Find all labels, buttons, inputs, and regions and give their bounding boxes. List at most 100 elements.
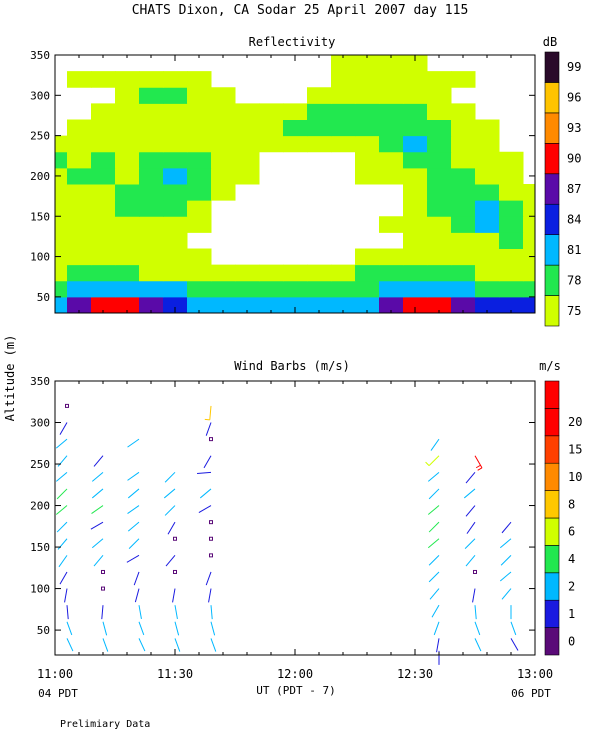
wind-colorbar-bin [544, 627, 560, 656]
reflectivity-cell [355, 119, 380, 137]
reflectivity-cell [187, 135, 212, 153]
wind-y-tick-label: 50 [37, 624, 50, 637]
reflectivity-cell [355, 55, 380, 72]
reflectivity-cell [163, 135, 188, 153]
reflectivity-cell [451, 200, 476, 217]
wind-barb [55, 505, 68, 515]
x-tick-label: 12:30 [397, 667, 433, 681]
reflectivity-cell [331, 55, 356, 72]
reflectivity-cell [379, 264, 404, 282]
reflectivity-colorbar-bin [544, 264, 560, 296]
reflectivity-colorbar-bin [544, 82, 560, 114]
reflectivity-cell [259, 280, 284, 298]
reflectivity-cell [67, 119, 92, 137]
reflectivity-cell [163, 151, 188, 169]
reflectivity-cell [283, 264, 308, 282]
reflectivity-cell [475, 232, 500, 249]
reflectivity-cell [163, 119, 188, 137]
wind-colorbar-label: 4 [568, 552, 575, 566]
wind-barb [127, 505, 140, 514]
reflectivity-cell [115, 248, 140, 266]
reflectivity-cell [451, 184, 476, 201]
calm-wind-marker [209, 520, 213, 525]
reflectivity-cell [187, 87, 212, 104]
reflectivity-cell [163, 71, 188, 88]
reflectivity-cell [475, 264, 500, 282]
reflectivity-cell [139, 200, 164, 217]
wind-y-tick-label: 150 [30, 541, 50, 554]
reflectivity-cell [403, 216, 428, 233]
reflectivity-cell [427, 135, 452, 153]
reflectivity-cell [451, 264, 476, 282]
reflectivity-cell [139, 232, 164, 249]
reflectivity-cell [451, 232, 476, 249]
reflectivity-cell [211, 135, 236, 153]
reflectivity-cell [451, 216, 476, 233]
reflectivity-cell [235, 151, 260, 169]
wind-barb [464, 538, 476, 550]
reflectivity-cell [115, 296, 140, 314]
reflectivity-colorbar-label: 99 [567, 60, 581, 74]
wind-barb [501, 588, 512, 600]
reflectivity-cell [355, 264, 380, 282]
wind-barb [66, 621, 73, 636]
reflectivity-cell [67, 151, 92, 169]
reflectivity-cell [55, 151, 68, 169]
reflectivity-cell [331, 119, 356, 137]
reflectivity-cell [67, 167, 92, 185]
wind-barb [167, 521, 176, 535]
wind-barb [210, 621, 216, 636]
reflectivity-cell [163, 232, 188, 249]
reflectivity-colorbar-label: 75 [567, 304, 581, 318]
reflectivity-cell [211, 87, 236, 104]
wind-colorbar-label: 8 [568, 497, 575, 511]
reflectivity-cell [523, 200, 536, 217]
reflectivity-cell [523, 184, 536, 201]
wind-colorbar-bin [544, 462, 560, 491]
wind-frame [54, 380, 536, 656]
wind-colorbar-bin [544, 599, 560, 628]
wind-y-tick-label: 350 [30, 375, 50, 388]
reflectivity-cell [427, 296, 452, 314]
wind-y-tick-label: 200 [30, 500, 50, 513]
calm-wind-marker [173, 569, 177, 574]
reflectivity-cell [427, 71, 452, 88]
wind-barb [128, 538, 140, 550]
wind-colorbar-label: 0 [568, 634, 575, 648]
calm-wind-marker [473, 569, 477, 574]
reflectivity-colorbar-bin [544, 112, 560, 144]
end-local-time: 06 PDT [511, 687, 551, 700]
wind-barb [431, 604, 440, 618]
reflectivity-cell [139, 71, 164, 88]
reflectivity-cell [403, 167, 428, 185]
reflectivity-cell [355, 280, 380, 298]
reflectivity-cell [211, 184, 236, 201]
reflectivity-cell [307, 264, 332, 282]
wind-colorbar-label: 20 [568, 415, 582, 429]
reflectivity-cell [163, 216, 188, 233]
wind-barb [57, 538, 68, 550]
x-tick-label: 12:00 [277, 667, 313, 681]
reflectivity-cell [475, 216, 500, 233]
reflectivity-cell [451, 296, 476, 314]
wind-barb [56, 488, 68, 500]
reflectivity-cell [91, 264, 116, 282]
reflectivity-cell [163, 264, 188, 282]
wind-barb [428, 555, 440, 566]
wind-barb [427, 505, 440, 515]
wind-barb [59, 571, 68, 585]
wind-barb [433, 621, 440, 636]
wind-barb [198, 505, 212, 513]
wind-barb [463, 488, 476, 499]
x-tick-label: 13:00 [517, 667, 553, 681]
reflectivity-cell [331, 280, 356, 298]
reflectivity-cell [475, 151, 500, 169]
reflectivity-cell [235, 280, 260, 298]
reflectivity-cell [211, 280, 236, 298]
reflectivity-cell [67, 216, 92, 233]
reflectivity-cell [139, 248, 164, 266]
wind-colorbar-bin [544, 435, 560, 464]
reflectivity-colorbar-bin [544, 173, 560, 205]
wind-barb [427, 538, 440, 549]
reflectivity-cell [139, 216, 164, 233]
